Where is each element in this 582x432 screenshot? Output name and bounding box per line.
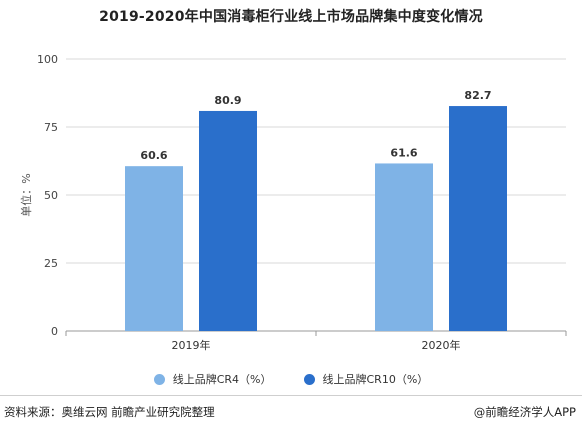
x-tick-label: 2019年 [172, 338, 211, 352]
y-tick-label: 75 [44, 121, 58, 134]
source-note: 资料来源：奥维云网 前瞻产业研究院整理 [4, 405, 215, 419]
y-tick-label: 100 [37, 53, 58, 66]
legend-item-cr10: 线上品牌CR10（%） [303, 371, 429, 387]
y-axis-title: 单位：% [19, 173, 33, 216]
legend-label-cr4: 线上品牌CR4（%） [172, 373, 272, 386]
y-tick-label: 25 [44, 257, 58, 270]
bar-cr4-0 [125, 166, 183, 331]
bar-cr10-0 [199, 110, 257, 332]
y-tick-label: 0 [51, 325, 58, 338]
data-label: 60.6 [140, 149, 167, 162]
chart-title: 2019-2020年中国消毒柜行业线上市场品牌集中度变化情况 [99, 9, 483, 25]
data-label: 61.6 [390, 146, 417, 159]
brand-credit: @前瞻经济学人APP [473, 405, 576, 419]
legend-item-cr4: 线上品牌CR4（%） [153, 371, 272, 387]
bar-chart: 0 25 50 75 100 单位：% 60.6 80.9 2019年 61.6 82.7 2020年 [19, 53, 567, 352]
legend-swatch-cr10 [303, 373, 315, 385]
legend-label-cr10: 线上品牌CR10（%） [322, 373, 429, 386]
x-tick-label: 2020年 [422, 338, 461, 352]
footer: 资料来源：奥维云网 前瞻产业研究院整理 @前瞻经济学人APP [0, 395, 582, 432]
legend: 线上品牌CR4（%） 线上品牌CR10（%） [0, 370, 582, 388]
data-label: 82.7 [464, 89, 491, 102]
data-label: 80.9 [214, 94, 241, 107]
bar-cr10-1 [449, 106, 507, 331]
y-tick-label: 50 [44, 189, 58, 202]
legend-swatch-cr4 [153, 373, 165, 385]
bar-cr4-1 [375, 163, 433, 331]
